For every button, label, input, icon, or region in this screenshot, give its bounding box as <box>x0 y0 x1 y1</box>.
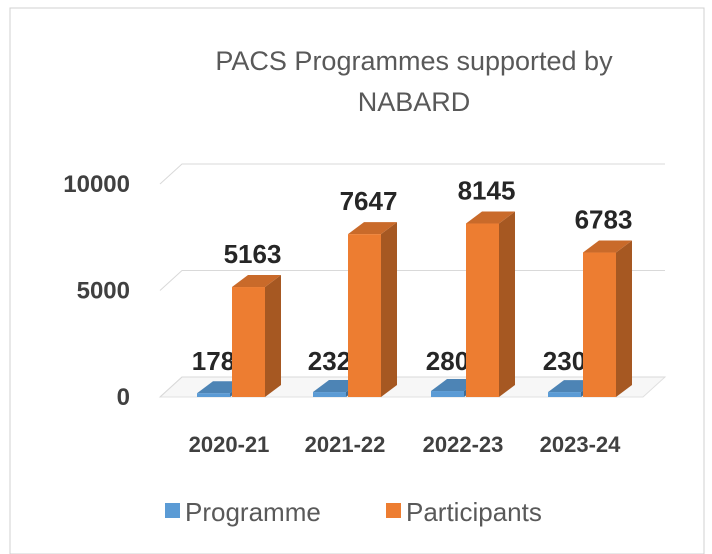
bar-front <box>431 391 464 397</box>
data-label: 232 <box>308 346 351 376</box>
x-tick-label: 2020-21 <box>189 432 270 457</box>
bar-front <box>466 223 499 397</box>
bar <box>232 275 281 397</box>
data-label: 178 <box>192 346 235 376</box>
y-tick-label: 10000 <box>63 171 130 198</box>
bar-front <box>197 393 230 397</box>
chart-title: PACS Programmes supported by <box>215 46 613 76</box>
data-label: 7647 <box>340 186 398 216</box>
bar-top <box>583 240 632 253</box>
bar <box>466 211 515 397</box>
x-tick-label: 2022-23 <box>423 432 504 457</box>
bar-side <box>499 211 515 397</box>
grid-line <box>159 163 665 185</box>
bar-front <box>348 234 381 397</box>
legend-label: Participants <box>406 497 542 527</box>
bar-front <box>583 252 616 397</box>
bar <box>348 222 397 397</box>
legend-swatch <box>386 503 401 518</box>
bar-side <box>265 275 281 397</box>
chart-title: NABARD <box>358 87 471 117</box>
x-tick-label: 2021-22 <box>305 432 386 457</box>
legend-swatch <box>165 503 180 518</box>
bar-front <box>313 392 346 397</box>
legend-label: Programme <box>185 497 321 527</box>
bar-side <box>616 240 632 397</box>
bar-top <box>466 211 515 224</box>
y-tick-label: 5000 <box>77 278 130 305</box>
bar-top <box>232 275 281 288</box>
data-label: 8145 <box>458 176 516 206</box>
bar-front <box>548 392 581 397</box>
data-label: 5163 <box>224 239 282 269</box>
bar-top <box>348 222 397 235</box>
x-tick-label: 2023-24 <box>540 432 622 457</box>
bar <box>583 240 632 397</box>
bar-front <box>232 287 265 397</box>
bar-side <box>381 222 397 397</box>
y-tick-label: 0 <box>117 384 130 411</box>
data-label: 6783 <box>575 205 633 235</box>
data-label: 230 <box>543 346 586 376</box>
data-label: 280 <box>426 346 469 376</box>
